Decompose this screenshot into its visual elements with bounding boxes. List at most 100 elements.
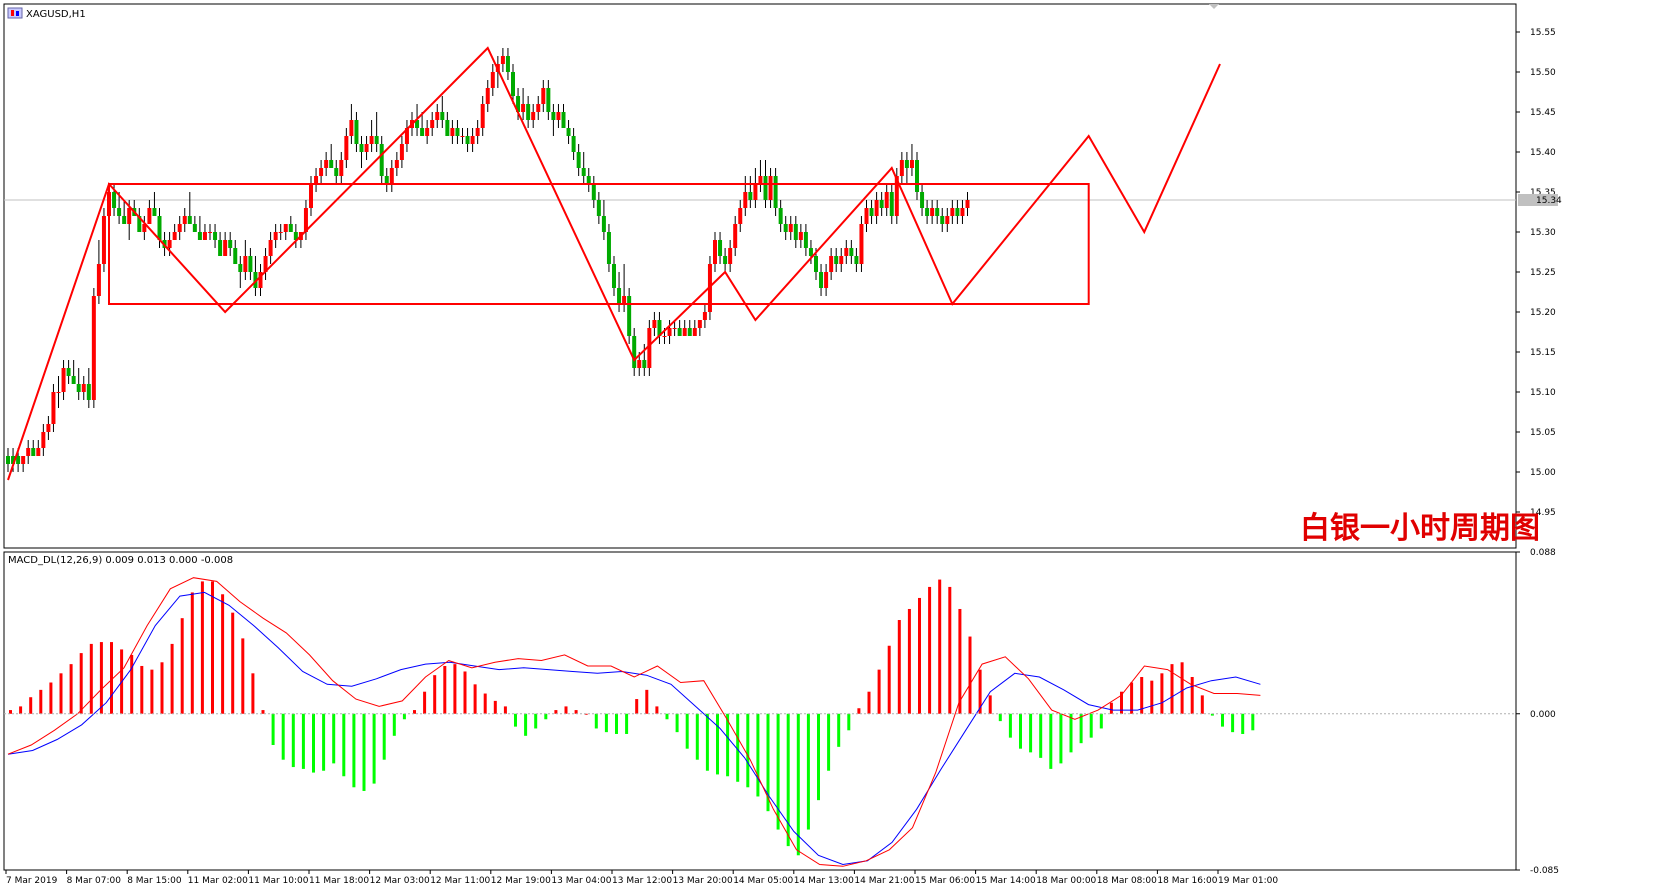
bull-candle bbox=[713, 240, 717, 264]
bear-candle bbox=[925, 208, 930, 216]
bull-candle bbox=[21, 456, 26, 464]
macd-hist-bar-negative bbox=[392, 713, 396, 736]
price-tick-label: 14.95 bbox=[1530, 508, 1556, 518]
bull-candle bbox=[864, 208, 869, 224]
bull-candle bbox=[697, 320, 702, 328]
bull-candle bbox=[425, 128, 430, 136]
chart-window-icon-bar bbox=[11, 10, 14, 16]
bull-candle bbox=[101, 216, 106, 264]
bear-candle bbox=[687, 328, 692, 336]
bull-candle bbox=[278, 232, 283, 233]
bear-candle bbox=[293, 232, 298, 240]
macd-hist-bar-positive bbox=[413, 710, 416, 714]
bear-candle bbox=[445, 120, 450, 136]
bull-candle bbox=[399, 144, 404, 160]
bull-candle bbox=[344, 136, 349, 160]
time-tick-label: 19 Mar 01:00 bbox=[1218, 876, 1278, 885]
macd-hist-bar-negative bbox=[271, 713, 275, 746]
price-tick-label: 15.15 bbox=[1530, 348, 1556, 358]
bull-candle bbox=[404, 128, 409, 144]
macd-hist-bar-negative bbox=[1069, 713, 1073, 753]
macd-hist-bar-positive bbox=[89, 643, 93, 714]
bear-candle bbox=[586, 176, 591, 184]
bull-candle bbox=[91, 296, 96, 400]
bull-candle bbox=[303, 208, 308, 232]
time-tick-label: 11 Mar 02:00 bbox=[188, 876, 248, 885]
macd-signal-line bbox=[7, 591, 1261, 866]
bear-candle bbox=[814, 256, 818, 272]
macd-hist-bar-positive bbox=[180, 618, 184, 714]
range-box bbox=[108, 183, 1090, 305]
macd-hist-bar-negative bbox=[837, 713, 841, 747]
bear-candle bbox=[601, 216, 606, 232]
macd-hist-bar-negative bbox=[675, 713, 679, 733]
bull-candle bbox=[127, 208, 132, 224]
bear-candle bbox=[627, 296, 632, 336]
bear-candle bbox=[379, 144, 384, 176]
time-tick-label: 12 Mar 11:00 bbox=[430, 876, 490, 885]
macd-hist-bar-positive bbox=[1200, 695, 1204, 714]
macd-hist-bar-positive bbox=[564, 706, 568, 714]
macd-hist-bar-positive bbox=[948, 586, 952, 714]
time-tick-label: 18 Mar 16:00 bbox=[1157, 876, 1217, 885]
macd-hist-bar-positive bbox=[493, 700, 497, 714]
bull-candle bbox=[960, 208, 965, 216]
bull-candle bbox=[894, 176, 899, 216]
macd-hist-bar-negative bbox=[776, 713, 780, 830]
time-tick-label: 14 Mar 21:00 bbox=[854, 876, 914, 885]
macd-hist-bar-positive bbox=[968, 636, 972, 714]
bull-candle bbox=[273, 232, 278, 240]
bull-candle bbox=[26, 448, 31, 456]
bear-candle bbox=[803, 232, 808, 248]
bull-candle bbox=[172, 232, 177, 240]
bull-candle bbox=[702, 312, 707, 320]
bull-candle bbox=[672, 328, 677, 329]
bull-candle bbox=[430, 120, 435, 128]
bull-candle bbox=[521, 104, 526, 112]
macd-hist-bar-negative bbox=[382, 713, 386, 760]
bull-candle bbox=[874, 200, 879, 216]
macd-hist-bar-positive bbox=[211, 581, 214, 714]
macd-hist-bar-positive bbox=[645, 689, 649, 714]
bear-candle bbox=[819, 272, 824, 288]
bull-candle bbox=[536, 104, 541, 112]
time-tick-label: 13 Mar 20:00 bbox=[673, 876, 733, 885]
bear-candle bbox=[778, 208, 783, 224]
bull-candle bbox=[682, 328, 687, 336]
bull-candle bbox=[824, 272, 829, 288]
bear-candle bbox=[642, 360, 647, 368]
bull-candle bbox=[531, 112, 536, 120]
bear-candle bbox=[6, 456, 10, 464]
bull-candle bbox=[930, 208, 935, 216]
macd-hist-bar-negative bbox=[544, 713, 548, 720]
bull-candle bbox=[435, 112, 440, 120]
macd-hist-bar-positive bbox=[1120, 691, 1123, 714]
bull-candle bbox=[142, 224, 147, 232]
bear-candle bbox=[329, 160, 334, 168]
zigzag-trendline bbox=[7, 46, 1221, 481]
macd-hist-bar-negative bbox=[766, 713, 770, 812]
bear-candle bbox=[834, 256, 839, 264]
macd-hist-bar-negative bbox=[402, 713, 406, 720]
bull-candle bbox=[485, 88, 490, 104]
macd-hist-bar-negative bbox=[291, 713, 295, 768]
macd-hist-bar-negative bbox=[847, 713, 851, 731]
price-tick-label: 15.50 bbox=[1530, 68, 1556, 78]
scroll-marker-icon[interactable] bbox=[1209, 4, 1219, 9]
bull-candle bbox=[324, 160, 329, 168]
bear-candle bbox=[11, 456, 16, 464]
macd-hist-bar-positive bbox=[483, 693, 487, 714]
macd-hist-bar-negative bbox=[322, 713, 326, 771]
bull-candle bbox=[314, 176, 319, 184]
bull-candle bbox=[692, 328, 697, 336]
macd-hist-bar-negative bbox=[594, 713, 598, 729]
macd-hist-bar-negative bbox=[362, 713, 366, 791]
macd-hist-bar-negative bbox=[1079, 713, 1083, 744]
macd-hist-bar-negative bbox=[746, 713, 750, 788]
macd-hist-bar-negative bbox=[372, 713, 376, 784]
time-tick-label: 18 Mar 08:00 bbox=[1097, 876, 1157, 885]
macd-hist-bar-negative bbox=[1029, 713, 1033, 753]
bear-candle bbox=[71, 376, 76, 384]
